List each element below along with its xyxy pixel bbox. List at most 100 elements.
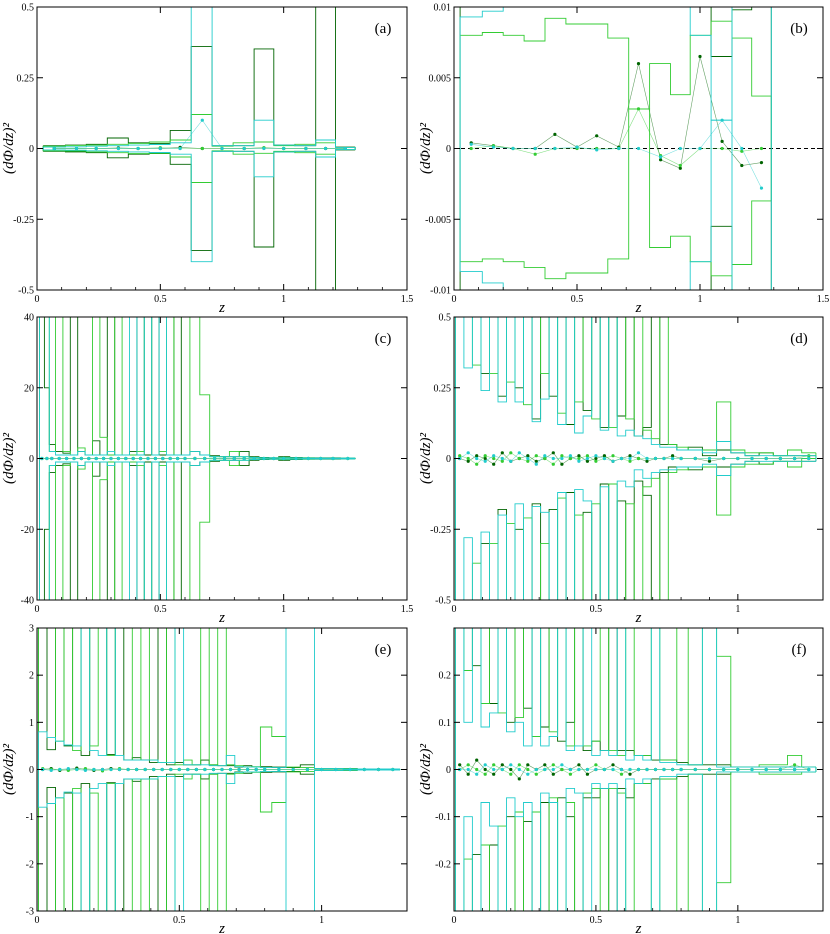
panel-label: (d) — [790, 331, 808, 347]
data-point — [594, 454, 598, 458]
data-point — [469, 146, 473, 151]
data-point — [720, 118, 724, 122]
data-point — [232, 456, 236, 461]
data-point — [500, 459, 504, 463]
data-point — [628, 456, 632, 461]
y-tick-label: -0.005 — [425, 215, 451, 226]
data-point — [324, 146, 328, 151]
y-tick-label: -0.1 — [435, 812, 451, 823]
series-0-lower-envelope — [43, 458, 356, 600]
data-point — [698, 54, 702, 59]
y-axis-label: (dΦ/dz)² — [418, 123, 434, 174]
data-point — [594, 456, 598, 461]
data-point — [178, 146, 182, 151]
data-point — [793, 763, 797, 767]
x-axis-label: z — [218, 300, 225, 316]
panel-c: 0 0.5 1 1.5 -40 -20 0 20 40 (c) z (dΦ/dz)² — [1, 313, 413, 627]
series-2-upper-envelope — [38, 628, 400, 770]
data-point — [52, 146, 56, 151]
data-point — [740, 146, 744, 151]
series-1-lower-envelope — [471, 458, 816, 600]
data-point — [720, 139, 724, 143]
data-point — [466, 767, 470, 772]
data-point — [679, 456, 683, 461]
data-point — [306, 456, 310, 461]
data-point — [645, 767, 649, 772]
data-point — [509, 767, 513, 772]
data-point — [636, 107, 641, 111]
data-point — [553, 132, 557, 136]
data-point — [169, 767, 173, 772]
data-point — [161, 456, 165, 461]
series-0-lower-envelope — [471, 771, 816, 911]
series-2-upper-envelope — [463, 317, 816, 457]
series-0-upper-envelope — [43, 7, 356, 148]
y-tick-label: -0.5 — [18, 286, 34, 297]
data-point — [611, 767, 615, 772]
data-point — [534, 462, 538, 466]
data-point — [602, 767, 607, 772]
x-axis-label: z — [635, 921, 642, 934]
data-point — [343, 146, 347, 151]
data-point — [200, 118, 204, 122]
data-point — [577, 459, 581, 463]
panel-label: (e) — [375, 642, 392, 658]
x-tick-label: 1 — [735, 915, 740, 926]
data-point — [100, 767, 105, 772]
series-2-lower-envelope — [38, 769, 400, 911]
data-point — [517, 451, 521, 455]
y-tick-label: 0.01 — [434, 3, 452, 14]
data-point — [139, 456, 143, 461]
panel-e: 0 0.5 1 -3 -2 -1 0 1 2 3 (e) z (dΦ/dz)² — [1, 624, 408, 934]
y-tick-label: -1 — [26, 812, 34, 823]
data-point — [722, 456, 726, 461]
data-point — [263, 767, 267, 772]
data-point — [291, 767, 295, 772]
x-tick-label: 0.5 — [571, 294, 584, 305]
data-point — [517, 767, 521, 772]
data-point — [45, 456, 49, 461]
data-point — [534, 454, 538, 458]
data-point — [160, 767, 164, 772]
series-1-lower-envelope — [43, 149, 356, 183]
data-point — [602, 454, 607, 458]
data-point — [146, 456, 150, 461]
data-point — [136, 146, 140, 151]
data-point — [500, 451, 504, 455]
data-point — [662, 456, 666, 461]
data-point — [585, 456, 590, 461]
data-point — [262, 456, 266, 461]
y-axis-label: (dΦ/dz)² — [418, 744, 434, 795]
data-point — [334, 767, 338, 772]
data-point — [628, 459, 632, 463]
data-point — [543, 454, 547, 458]
data-point — [533, 146, 537, 151]
panel-d: 0 0.5 1 -0.5 -0.25 0 0.25 0.5 (d) z (dΦ/dz)² — [418, 313, 824, 626]
series-0-lower-envelope — [710, 225, 733, 290]
data-point — [750, 767, 754, 772]
series-0-upper-envelope — [43, 317, 356, 459]
data-point — [764, 767, 768, 772]
panel-label: (f) — [792, 642, 807, 658]
data-point — [475, 758, 479, 762]
data-point — [543, 767, 547, 772]
x-tick-label: 1.5 — [817, 294, 830, 305]
data-point — [698, 146, 702, 151]
series-0-center-line — [471, 56, 762, 169]
data-point — [376, 767, 381, 772]
data-point — [186, 767, 190, 772]
x-tick-label: 1 — [281, 294, 286, 305]
y-tick-label: 40 — [24, 313, 34, 324]
data-point — [143, 767, 147, 772]
data-point — [722, 767, 726, 772]
y-tick-label: 0.25 — [17, 73, 35, 84]
data-point — [491, 145, 495, 149]
data-point — [526, 459, 530, 463]
data-point — [131, 456, 135, 461]
series-0-lower-envelope — [43, 149, 356, 290]
x-tick-label: 0.5 — [154, 604, 167, 615]
data-point — [526, 767, 530, 772]
data-point — [252, 456, 256, 461]
data-point — [194, 767, 198, 772]
x-axis-label: z — [635, 300, 642, 316]
